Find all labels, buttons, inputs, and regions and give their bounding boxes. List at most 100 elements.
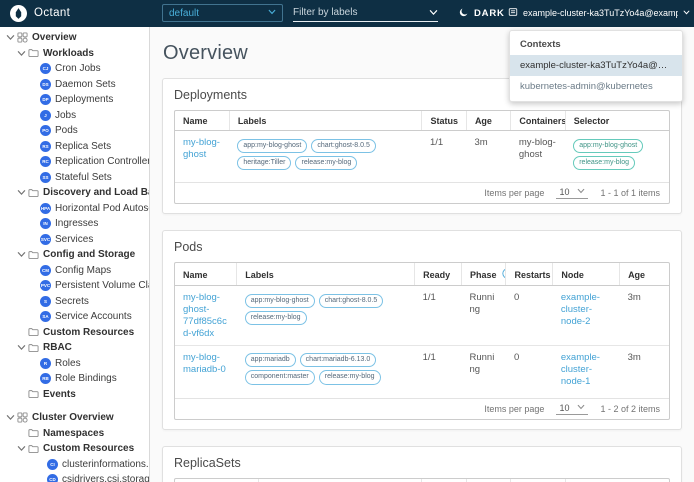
column-header-restarts: Restarts [505,263,553,287]
k8s-resource-icon: cd [47,474,58,482]
column-header-containers: Containers [510,479,566,482]
sidebar-item-stateful-sets[interactable]: ss Stateful Sets [0,170,149,186]
cell-labels: app:mariadb chart:mariadb-6.13.0 component… [236,344,415,393]
sidebar-item-label: Daemon Sets [55,78,116,90]
dark-theme-toggle[interactable]: DARK [459,7,505,20]
k8s-resource-icon: po [40,125,51,137]
sidebar-item-deployments[interactable]: dp Deployments [0,92,149,108]
context-dropdown-title: Contexts [520,39,561,50]
folder-icon [27,343,40,353]
chevron-down-icon [268,8,276,19]
k8s-resource-icon: j [40,109,51,121]
folder-icon [27,327,40,337]
octant-logo-icon [10,5,27,22]
card-pods: Pods Name Labels Ready Phase Restarts Node Age m… [162,230,682,431]
name-link[interactable]: my-blog-mariadb-0 [183,351,226,375]
sidebar-tree: Overview Workloads cj Cron Jobs ds Daemon Set… [0,30,149,482]
sidebar-item-daemon-sets[interactable]: ds Daemon Sets [0,77,149,93]
page-size-value: 10 [559,187,570,198]
caret-down-icon[interactable] [15,250,27,259]
sidebar-item-replica-sets[interactable]: rs Replica Sets [0,139,149,155]
sidebar-item-persistent-volume-claims[interactable]: pvc Persistent Volume Claims [0,278,149,294]
table-row: my-blog-ghost-77df85c6cd-vf6dx app:my-blo… [175,286,669,346]
phase-filter-icon[interactable] [501,268,506,281]
cell-labels: app:my-blog-ghost chart:ghost-8.0.5 herita… [229,131,422,177]
k8s-resource-icon: dp [40,94,51,106]
context-option-example-cluster-ka3tutzyo4a-ex[interactable]: example-cluster-ka3TuTzYo4a@example-clus… [510,55,682,76]
sidebar-item-ingresses[interactable]: in Ingresses [0,216,149,232]
sidebar-item-label: Stateful Sets [55,171,112,183]
label-filter-input[interactable] [293,7,429,18]
pagination-range: 1 - 2 of 2 items [600,404,660,415]
sidebar-item-label: Namespaces [43,427,105,439]
label-tag: app:my-blog-ghost [237,138,308,153]
sidebar-item-secrets[interactable]: s Secrets [0,294,149,310]
k8s-resource-icon: ci [47,458,58,470]
sidebar-item-label: Custom Resources [43,326,135,338]
sidebar-item-role-bindings[interactable]: rb Role Bindings [0,371,149,387]
folder-icon [27,48,40,58]
sidebar-item-clusterinformations-crd-projec[interactable]: ci clusterinformations.crd.projec [0,457,149,473]
card-title: Pods [174,240,203,255]
context-selector[interactable]: example-cluster-ka3TuTzYo4a@example-clus… [508,7,690,19]
sidebar: Overview Workloads cj Cron Jobs ds Daemon Set… [0,27,150,482]
namespace-select[interactable]: default [162,4,283,22]
column-header-age: Age [465,111,511,131]
sidebar-item-label: Events [43,388,76,400]
sidebar-item-label: Deployments [55,94,114,106]
sidebar-item-discovery-and-load-balancing[interactable]: Discovery and Load Balancing [0,185,149,201]
sidebar-item-config-maps[interactable]: cm Config Maps [0,263,149,279]
k8s-resource-icon: rs [40,140,51,152]
sidebar-item-rbac[interactable]: RBAC [0,340,149,356]
node-link[interactable]: example-cluster-node-2 [560,292,600,328]
label-filter-field [293,4,438,22]
caret-down-icon[interactable] [15,343,27,352]
moon-icon [459,7,469,20]
selector-tag: app:my-blog-ghost [573,138,644,153]
sidebar-item-roles[interactable]: r Roles [0,356,149,372]
node-link[interactable]: example-cluster-node-1 [560,351,600,387]
sidebar-item-horizontal-pod-autoscalers[interactable]: hpa Horizontal Pod Autoscalers [0,201,149,217]
context-selector-value: example-cluster-ka3TuTzYo4a@example-clus… [523,8,678,18]
k8s-resource-icon: ds [40,78,51,90]
column-header-ready: Ready [414,263,462,287]
card-replicasets: ReplicaSets NameLabelsStatusAgeContainers… [162,446,682,482]
caret-down-icon[interactable] [4,413,16,422]
name-link[interactable]: my-blog-ghost-77df85c6cd-vf6dx [183,292,227,339]
sidebar-item-jobs[interactable]: j Jobs [0,108,149,124]
caret-down-icon[interactable] [15,444,27,453]
sidebar-item-cron-jobs[interactable]: cj Cron Jobs [0,61,149,77]
caret-down-icon[interactable] [15,49,27,58]
k8s-resource-icon: ss [40,171,51,183]
label-tag: app:my-blog-ghost [244,293,315,308]
caret-down-icon[interactable] [4,33,16,42]
sidebar-item-overview[interactable]: Overview [0,30,149,46]
pagination-bar: Items per page 10 1 - 2 of 2 items [175,398,669,419]
k8s-resource-icon: rb [40,373,51,385]
label-tag: chart:ghost-8.0.5 [311,138,376,153]
sidebar-item-custom-resources[interactable]: Custom Resources [0,441,149,457]
sidebar-item-cluster-overview[interactable]: Cluster Overview [0,410,149,426]
sidebar-item-csidrivers-csi-storage-k8s-io[interactable]: cd csidrivers.csi.storage.k8s.io [0,472,149,482]
sidebar-item-service-accounts[interactable]: sa Service Accounts [0,309,149,325]
sidebar-item-namespaces[interactable]: Namespaces [0,426,149,442]
sidebar-item-config-and-storage[interactable]: Config and Storage [0,247,149,263]
sidebar-item-replication-controllers[interactable]: rc Replication Controllers [0,154,149,170]
sidebar-item-workloads[interactable]: Workloads [0,46,149,62]
chevron-down-icon[interactable] [429,4,438,22]
column-header-age: Age [465,479,511,482]
sidebar-item-label: Replica Sets [55,140,112,152]
k8s-resource-icon: r [40,357,51,369]
sidebar-item-services[interactable]: svc Services [0,232,149,248]
cell-restarts: 0 [513,292,520,304]
name-link[interactable]: my-blog-ghost [183,137,220,160]
page-size-select[interactable]: 10 [556,403,589,416]
sidebar-item-pods[interactable]: po Pods [0,123,149,139]
sidebar-item-events[interactable]: Events [0,387,149,403]
column-header-status: Status [421,111,467,131]
context-option-kubernetes-admin-kubernetes[interactable]: kubernetes-admin@kubernetes [520,81,653,92]
label-tag: chart:mariadb-6.13.0 [299,353,377,368]
sidebar-item-custom-resources[interactable]: Custom Resources [0,325,149,341]
page-size-select[interactable]: 10 [556,187,589,200]
caret-down-icon[interactable] [15,188,27,197]
